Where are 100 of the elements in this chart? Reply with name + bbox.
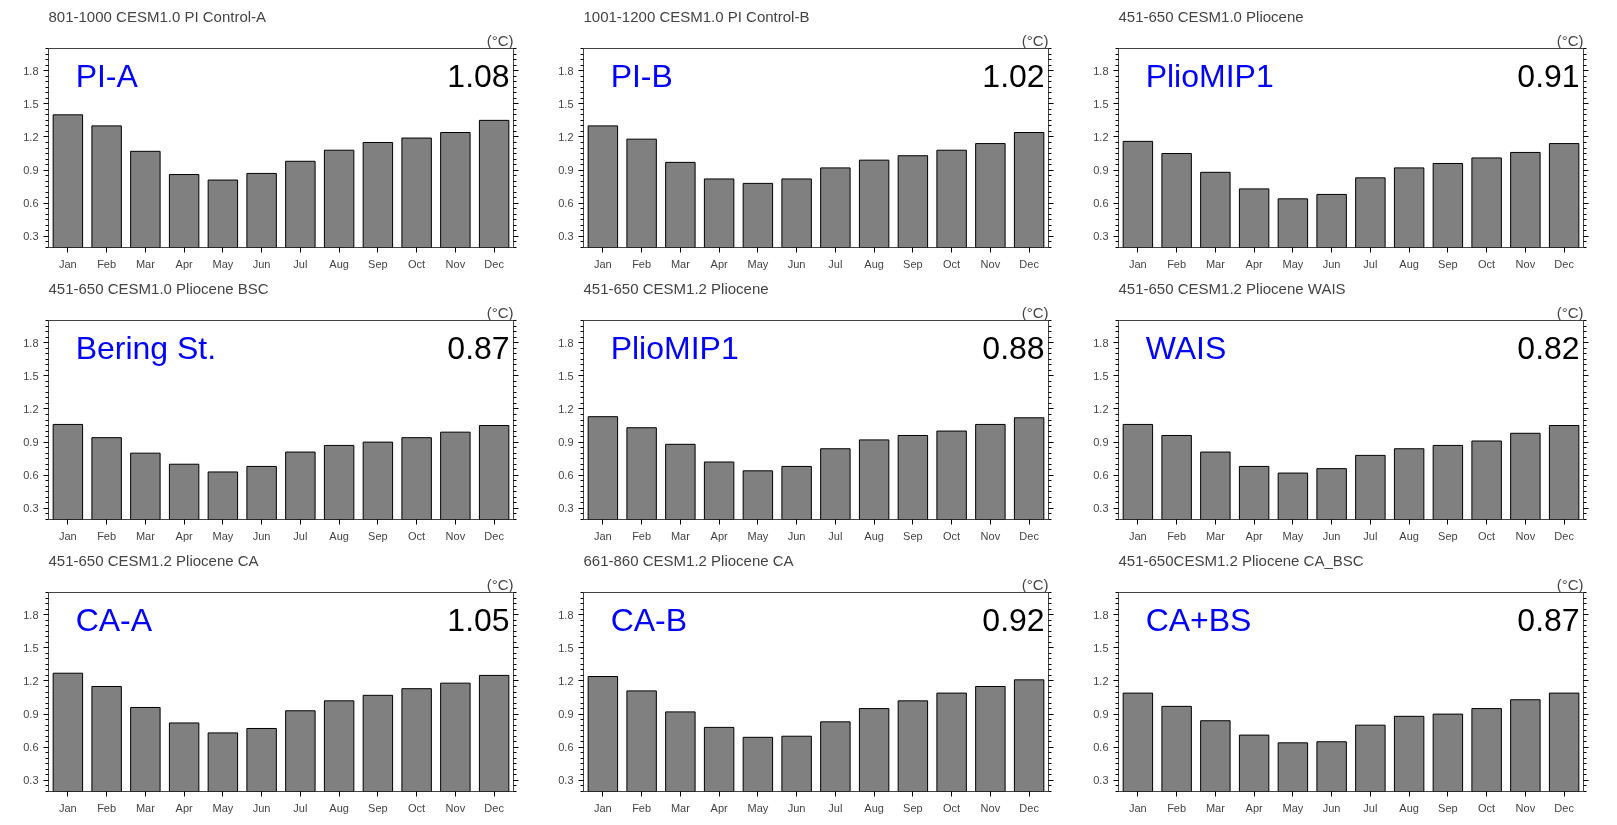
x-tick-label: Jan xyxy=(59,529,77,542)
y-tick-label: 0.3 xyxy=(1093,502,1109,515)
x-tick-label: May xyxy=(1282,801,1304,814)
x-tick-label: Jan xyxy=(59,801,77,814)
x-tick-label: Jan xyxy=(1129,529,1147,542)
y-tick-label: 1.8 xyxy=(558,336,574,349)
chart-title: 451-650 CESM1.2 Pliocene CA xyxy=(48,551,259,569)
x-tick-label: Apr xyxy=(710,529,729,542)
x-tick-label: Feb xyxy=(97,529,117,542)
x-tick-label: Apr xyxy=(175,801,194,814)
x-tick-label: Oct xyxy=(408,257,426,270)
y-tick-label: 1.2 xyxy=(1093,402,1109,415)
y-tick-label: 1.2 xyxy=(558,674,574,687)
y-tick-label: 0.9 xyxy=(23,708,39,721)
chart-title: 801-1000 CESM1.0 PI Control-A xyxy=(48,7,267,25)
x-tick-label: May xyxy=(1282,529,1304,542)
x-tick-label: Feb xyxy=(632,529,652,542)
x-tick-label: Apr xyxy=(175,529,194,542)
annotation: PlioMIP1 xyxy=(1145,58,1274,95)
x-tick-label: Nov xyxy=(980,529,1001,542)
chart-title: 451-650 CESM1.2 Pliocene xyxy=(583,279,769,297)
x-tick-label: Feb xyxy=(97,801,117,814)
x-tick-label: Sep xyxy=(903,257,923,270)
x-tick-label: Jun xyxy=(787,529,806,542)
x-tick-label: Jul xyxy=(293,257,308,270)
x-tick-label: Oct xyxy=(1478,801,1496,814)
x-tick-label: Aug xyxy=(1399,257,1419,270)
x-tick-label: Jan xyxy=(594,801,612,814)
x-tick-label: Nov xyxy=(1515,257,1536,270)
y-tick-label: 1.2 xyxy=(23,674,39,687)
x-tick-label: May xyxy=(747,257,769,270)
x-tick-label: Nov xyxy=(1515,529,1536,542)
y-tick-label: 0.9 xyxy=(558,436,574,449)
x-tick-label: Aug xyxy=(1399,529,1419,542)
annotation: 0.88 xyxy=(982,330,1045,367)
y-axis-title: (°C) xyxy=(486,303,514,321)
x-tick-label: Mar xyxy=(670,801,691,814)
x-tick-label: Dec xyxy=(484,801,505,814)
y-tick-label: 0.3 xyxy=(1093,774,1109,787)
x-tick-label: Sep xyxy=(368,801,388,814)
x-tick-label: Jul xyxy=(828,801,843,814)
annotation: CA-A xyxy=(75,602,153,639)
x-tick-label: Mar xyxy=(135,257,156,270)
y-tick-label: 1.5 xyxy=(1093,641,1109,654)
y-axis-title: (°C) xyxy=(1556,303,1584,321)
y-tick-label: 0.3 xyxy=(558,502,574,515)
x-tick-label: May xyxy=(212,257,234,270)
x-tick-label: Dec xyxy=(1554,257,1575,270)
x-tick-label: Aug xyxy=(864,257,884,270)
x-tick-label: Jul xyxy=(293,801,308,814)
y-tick-label: 1.8 xyxy=(558,64,574,77)
y-tick-label: 0.9 xyxy=(558,164,574,177)
y-tick-label: 1.5 xyxy=(558,369,574,382)
x-tick-label: Nov xyxy=(1515,801,1536,814)
x-tick-label: Nov xyxy=(980,801,1001,814)
y-tick-label: 1.8 xyxy=(1093,608,1109,621)
x-tick-label: Feb xyxy=(632,257,652,270)
y-tick-label: 0.6 xyxy=(1093,741,1109,754)
annotation: 1.05 xyxy=(447,602,510,639)
x-tick-label: Oct xyxy=(943,801,961,814)
annotation: PlioMIP1 xyxy=(610,330,739,367)
y-tick-label: 0.6 xyxy=(1093,469,1109,482)
y-tick-label: 1.2 xyxy=(558,130,574,143)
x-tick-label: Dec xyxy=(1019,257,1040,270)
x-tick-label: Sep xyxy=(1438,801,1458,814)
y-tick-label: 1.5 xyxy=(558,641,574,654)
y-tick-label: 1.8 xyxy=(23,336,39,349)
x-tick-label: Mar xyxy=(670,529,691,542)
annotation: 0.92 xyxy=(982,602,1045,639)
y-tick-label: 0.3 xyxy=(23,502,39,515)
y-tick-label: 0.9 xyxy=(23,436,39,449)
x-tick-label: Jun xyxy=(252,257,271,270)
y-tick-label: 1.2 xyxy=(23,130,39,143)
y-tick-label: 1.8 xyxy=(1093,336,1109,349)
x-tick-label: Feb xyxy=(97,257,117,270)
y-tick-label: 1.5 xyxy=(1093,369,1109,382)
x-tick-label: Jun xyxy=(252,801,271,814)
x-tick-label: Apr xyxy=(710,257,729,270)
x-tick-label: Dec xyxy=(1019,529,1040,542)
x-tick-label: Jul xyxy=(1363,529,1378,542)
x-tick-label: Jun xyxy=(787,801,806,814)
chart-title: 451-650CESM1.2 Pliocene CA_BSC xyxy=(1118,551,1364,569)
x-tick-label: Oct xyxy=(943,529,961,542)
x-tick-label: Jul xyxy=(828,529,843,542)
y-tick-label: 0.3 xyxy=(23,774,39,787)
x-tick-label: Nov xyxy=(980,257,1001,270)
annotation: PI-A xyxy=(75,58,139,95)
x-tick-label: Oct xyxy=(408,529,426,542)
x-tick-label: Sep xyxy=(903,529,923,542)
chart-title: 1001-1200 CESM1.0 PI Control-B xyxy=(583,7,810,25)
x-tick-label: Mar xyxy=(670,257,691,270)
x-tick-label: Apr xyxy=(175,257,194,270)
x-tick-label: Jan xyxy=(594,529,612,542)
annotation: 0.91 xyxy=(1517,58,1580,95)
x-tick-label: May xyxy=(747,801,769,814)
y-tick-label: 0.9 xyxy=(1093,436,1109,449)
y-tick-label: 0.9 xyxy=(1093,164,1109,177)
y-tick-label: 1.5 xyxy=(1093,97,1109,110)
x-tick-label: May xyxy=(1282,257,1304,270)
x-tick-label: Feb xyxy=(632,801,652,814)
